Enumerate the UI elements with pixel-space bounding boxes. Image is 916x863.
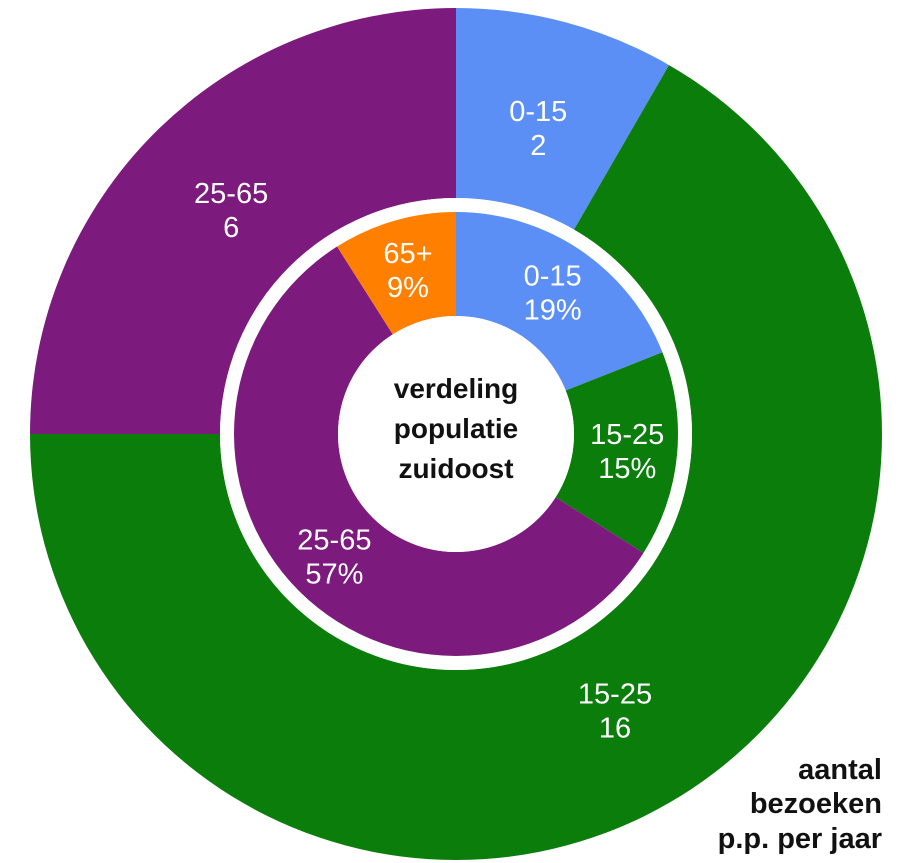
inner-ring (233, 212, 678, 656)
note-line-3: p.p. per jaar (717, 823, 882, 856)
inner-slice-25-65 (233, 246, 644, 656)
outer-value-25-65: 6 (223, 212, 239, 244)
inner-category-25-65: 25-65 (297, 525, 371, 557)
outer-label-0-15: 0-15 2 (509, 96, 567, 162)
inner-slice-0-15 (456, 212, 663, 391)
outer-ring (30, 8, 882, 860)
inner-category-15-25: 15-25 (590, 419, 664, 451)
center-title-line-2: populatie (394, 413, 518, 444)
note-line-1: aantal (798, 753, 882, 786)
note-line-2: bezoeken (749, 788, 882, 821)
inner-slice-15-25 (555, 352, 678, 553)
inner-label-25-65: 25-65 57% (297, 525, 371, 591)
outer-slice-15-25 (30, 65, 882, 860)
outer-category-0-15: 0-15 (509, 96, 567, 128)
inner-category-65plus: 65+ (383, 238, 432, 270)
inner-label-0-15: 0-15 19% (524, 261, 582, 327)
outer-category-15-25: 15-25 (578, 678, 652, 710)
inner-category-0-15: 0-15 (524, 261, 582, 293)
outer-value-0-15: 2 (530, 130, 546, 162)
outer-slice-25-65 (30, 8, 456, 434)
inner-label-15-25: 15-25 15% (590, 419, 664, 485)
inner-value-15-25: 15% (598, 453, 656, 485)
outer-slice-0-15 (456, 8, 669, 230)
outer-label-15-25: 15-25 16 (578, 678, 652, 744)
inner-slice-65plus (337, 212, 456, 335)
inner-label-65plus: 65+ 9% (383, 238, 432, 304)
outer-value-15-25: 16 (599, 712, 631, 744)
outer-category-25-65: 25-65 (194, 178, 268, 210)
donut-hole (338, 316, 574, 552)
inner-value-0-15: 19% (524, 295, 582, 327)
outer-label-25-65: 25-65 6 (194, 178, 268, 244)
inner-value-25-65: 57% (305, 559, 363, 591)
outer-ring-note: aantal bezoeken p.p. per jaar (718, 753, 882, 857)
center-title-line-1: verdeling (394, 373, 518, 404)
center-title-line-3: zuidoost (398, 453, 513, 484)
inner-value-65plus: 9% (387, 272, 429, 304)
